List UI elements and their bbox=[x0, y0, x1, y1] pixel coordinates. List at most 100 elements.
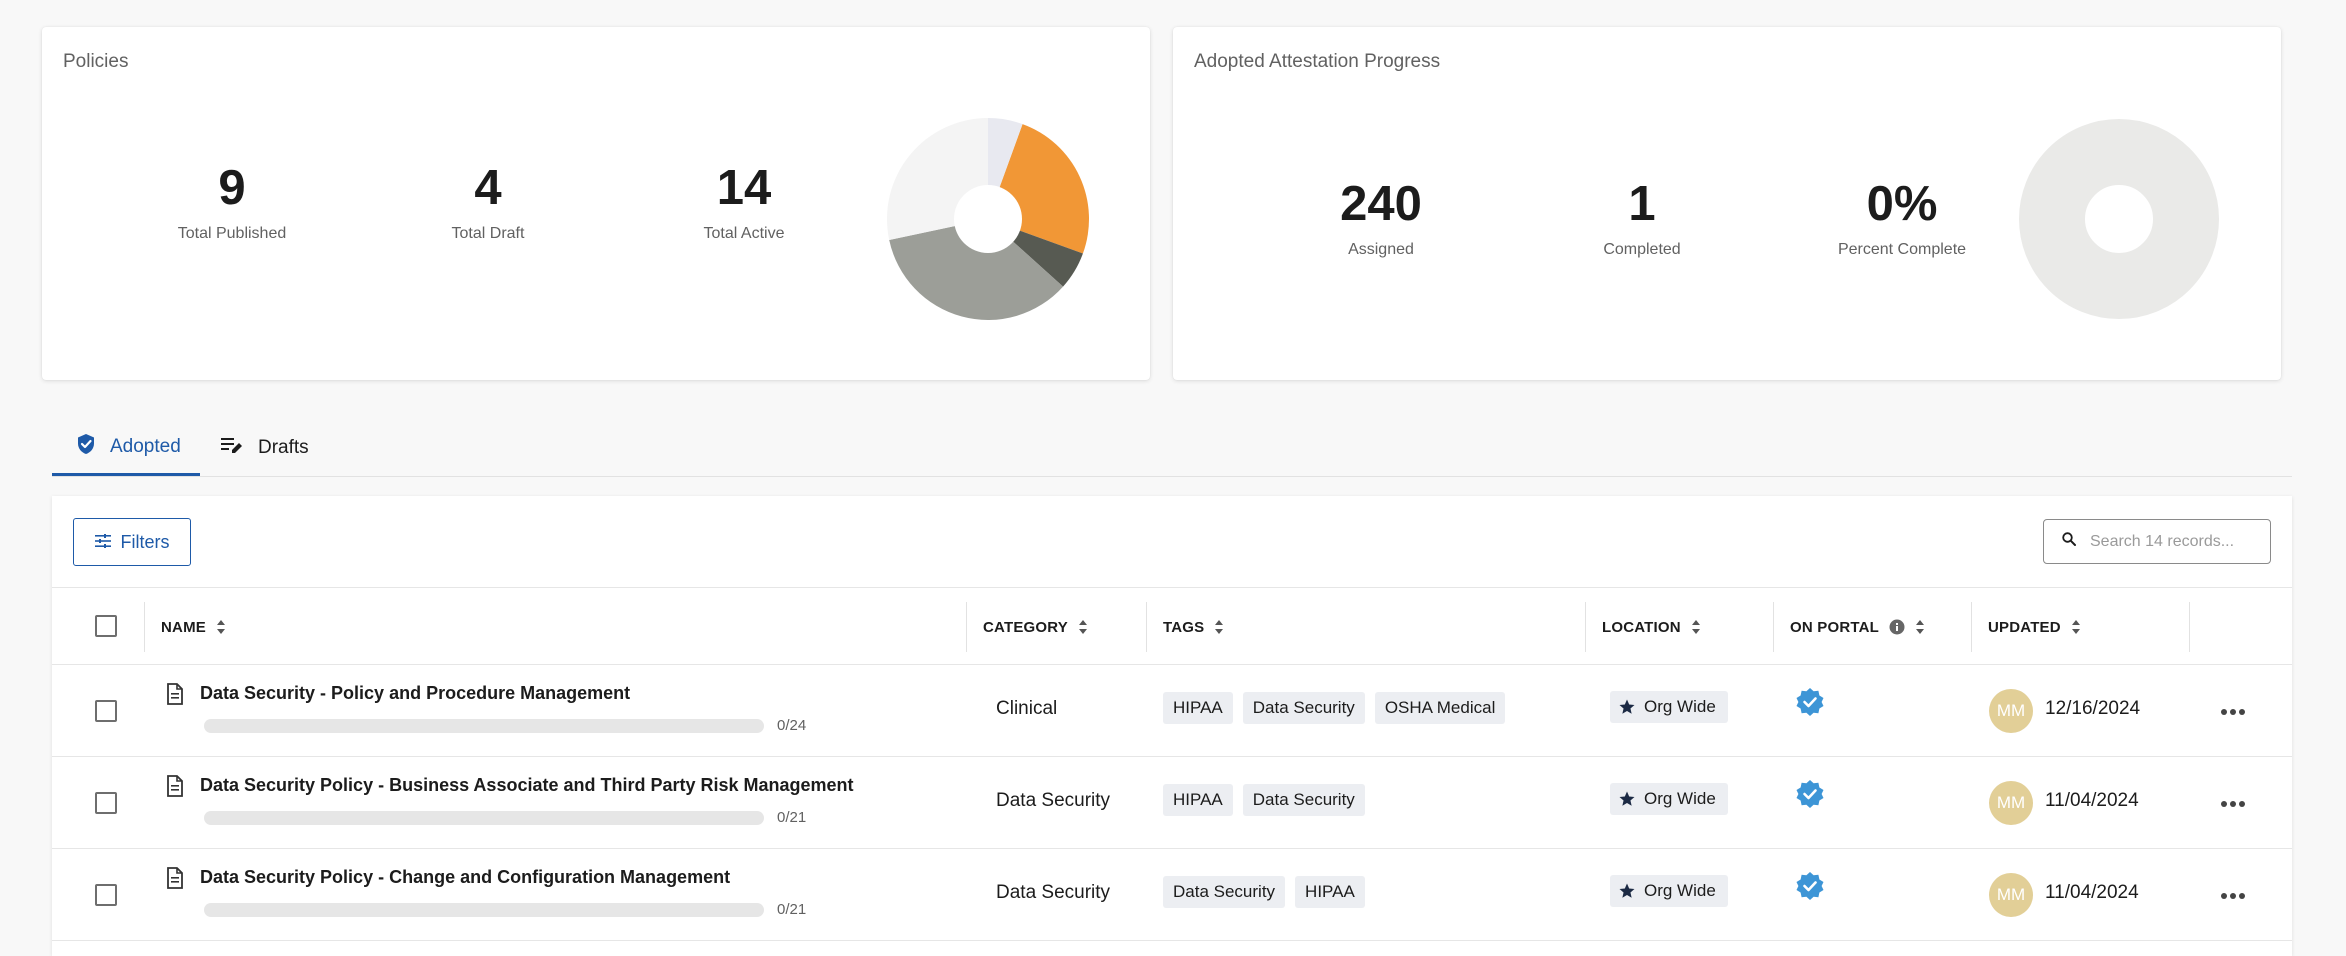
policies-card-title: Policies bbox=[63, 51, 129, 72]
stat-label: Total Active bbox=[703, 225, 785, 242]
document-icon bbox=[166, 867, 184, 894]
tab-drafts[interactable]: Drafts bbox=[220, 420, 340, 476]
progress-text: 0/21 bbox=[777, 901, 807, 918]
policy-name[interactable]: Data Security - Policy and Procedure Man… bbox=[200, 683, 631, 703]
tag-chip: Data Security bbox=[1163, 876, 1286, 908]
sort-icon bbox=[1691, 620, 1700, 634]
stat-value: 4 bbox=[474, 161, 502, 215]
row-checkbox[interactable] bbox=[95, 884, 117, 906]
attestation-card-title: Adopted Attestation Progress bbox=[1194, 51, 1441, 72]
attestation-donut-chart bbox=[2019, 119, 2219, 319]
filters-label: Filters bbox=[120, 531, 170, 552]
column-header-updated[interactable]: UPDATED bbox=[1988, 588, 2081, 666]
column-header-label: UPDATED bbox=[1988, 618, 2061, 636]
avatar: MM bbox=[1989, 689, 2033, 733]
progress-text: 0/24 bbox=[777, 717, 807, 734]
column-header-label: ON PORTAL bbox=[1790, 618, 1880, 636]
tag-chip: HIPAA bbox=[1163, 784, 1233, 816]
policy-name[interactable]: Data Security Policy - Business Associat… bbox=[200, 775, 854, 795]
row-checkbox[interactable] bbox=[95, 700, 117, 722]
stat-total-published: 9 Total Published bbox=[112, 164, 352, 243]
search-box[interactable] bbox=[2043, 519, 2271, 564]
policies-pie-chart bbox=[887, 118, 1089, 320]
column-header-category[interactable]: CATEGORY bbox=[983, 588, 1088, 666]
column-divider bbox=[1585, 602, 1586, 652]
tag-chip: HIPAA bbox=[1295, 876, 1365, 908]
stat-label: Total Draft bbox=[451, 225, 525, 242]
stat-value: 0% bbox=[1866, 177, 1938, 231]
stat-label: Total Published bbox=[177, 225, 287, 242]
tab-label: Adopted bbox=[110, 435, 181, 457]
table-header: NAME CATEGORY TAGS LOCATION ON PORTAL UP… bbox=[52, 587, 2292, 665]
progress-text: 0/21 bbox=[777, 809, 807, 826]
updated-date: 12/16/2024 bbox=[2045, 698, 2141, 719]
column-divider bbox=[966, 602, 967, 652]
donut-ring bbox=[2019, 119, 2219, 319]
tag-chip: Data Security bbox=[1242, 692, 1365, 724]
document-icon bbox=[166, 683, 184, 710]
tags-cell: HIPAA Data Security bbox=[1163, 784, 1375, 816]
more-options-icon[interactable] bbox=[2220, 703, 2246, 721]
star-icon bbox=[1619, 791, 1635, 806]
table-row[interactable]: Data Security Policy - Change and Config… bbox=[52, 849, 2292, 941]
column-header-location[interactable]: LOCATION bbox=[1602, 588, 1701, 666]
policies-table-panel: Filters NAME CATEGORY TAGS LOCATION bbox=[52, 496, 2292, 956]
more-options-icon[interactable] bbox=[2220, 887, 2246, 905]
tune-icon bbox=[94, 532, 111, 553]
document-icon bbox=[166, 775, 184, 802]
verified-check-icon bbox=[1795, 779, 1825, 814]
tags-cell: Data Security HIPAA bbox=[1163, 876, 1375, 908]
stat-label: Assigned bbox=[1348, 241, 1414, 258]
location-chip: Org Wide bbox=[1610, 691, 1728, 723]
column-divider bbox=[1146, 602, 1147, 652]
info-icon[interactable] bbox=[1889, 619, 1905, 635]
stat-total-draft: 4 Total Draft bbox=[368, 164, 608, 243]
pie-hole bbox=[954, 185, 1022, 253]
more-options-icon[interactable] bbox=[2220, 795, 2246, 813]
stat-completed: 1 Completed bbox=[1522, 180, 1762, 259]
location-label: Org Wide bbox=[1644, 881, 1716, 900]
pie-slice-active bbox=[889, 219, 1064, 320]
sort-icon bbox=[1215, 620, 1224, 634]
policy-name[interactable]: Data Security Policy - Change and Config… bbox=[200, 867, 731, 887]
tag-chip: HIPAA bbox=[1163, 692, 1233, 724]
tag-chip: Data Security bbox=[1242, 784, 1365, 816]
stat-label: Percent Complete bbox=[1837, 241, 1967, 258]
attestation-progress-bar bbox=[204, 903, 764, 917]
table-row[interactable]: Data Security Policy - Business Associat… bbox=[52, 757, 2292, 849]
updated-date: 11/04/2024 bbox=[2045, 882, 2139, 903]
stat-assigned: 240 Assigned bbox=[1261, 180, 1501, 259]
column-divider bbox=[1773, 602, 1774, 652]
star-icon bbox=[1619, 699, 1635, 714]
column-header-on-portal[interactable]: ON PORTAL bbox=[1790, 588, 1925, 666]
stat-label: Completed bbox=[1603, 241, 1681, 258]
table-row[interactable]: Data Security - Policy and Procedure Man… bbox=[52, 665, 2292, 757]
filters-button[interactable]: Filters bbox=[73, 518, 191, 566]
star-icon bbox=[1619, 883, 1635, 898]
stat-value: 240 bbox=[1340, 177, 1422, 231]
column-header-label: CATEGORY bbox=[983, 618, 1068, 636]
tab-adopted[interactable]: Adopted bbox=[52, 420, 200, 476]
search-input[interactable] bbox=[2090, 532, 2250, 551]
column-header-tags[interactable]: TAGS bbox=[1163, 588, 1224, 666]
avatar: MM bbox=[1989, 781, 2033, 825]
policies-card: Policies 9 Total Published 4 Total Draft… bbox=[42, 27, 1150, 380]
select-all-checkbox[interactable] bbox=[95, 615, 117, 637]
tag-chip: OSHA Medical bbox=[1374, 692, 1506, 724]
stat-total-active: 14 Total Active bbox=[624, 164, 864, 243]
column-divider bbox=[1971, 602, 1972, 652]
sort-icon bbox=[216, 620, 225, 634]
tags-cell: HIPAA Data Security OSHA Medical bbox=[1163, 692, 1515, 724]
location-label: Org Wide bbox=[1644, 697, 1716, 716]
attestation-card: Adopted Attestation Progress 240 Assigne… bbox=[1173, 27, 2281, 380]
tab-divider bbox=[52, 476, 2292, 477]
verified-check-icon bbox=[1795, 687, 1825, 722]
row-checkbox[interactable] bbox=[95, 792, 117, 814]
tab-label: Drafts bbox=[258, 437, 309, 458]
category-cell: Data Security bbox=[996, 790, 1111, 811]
column-header-name[interactable]: NAME bbox=[161, 588, 226, 666]
stat-value: 14 bbox=[716, 161, 772, 215]
column-divider bbox=[2189, 602, 2190, 652]
location-label: Org Wide bbox=[1644, 789, 1716, 808]
avatar: MM bbox=[1989, 873, 2033, 917]
